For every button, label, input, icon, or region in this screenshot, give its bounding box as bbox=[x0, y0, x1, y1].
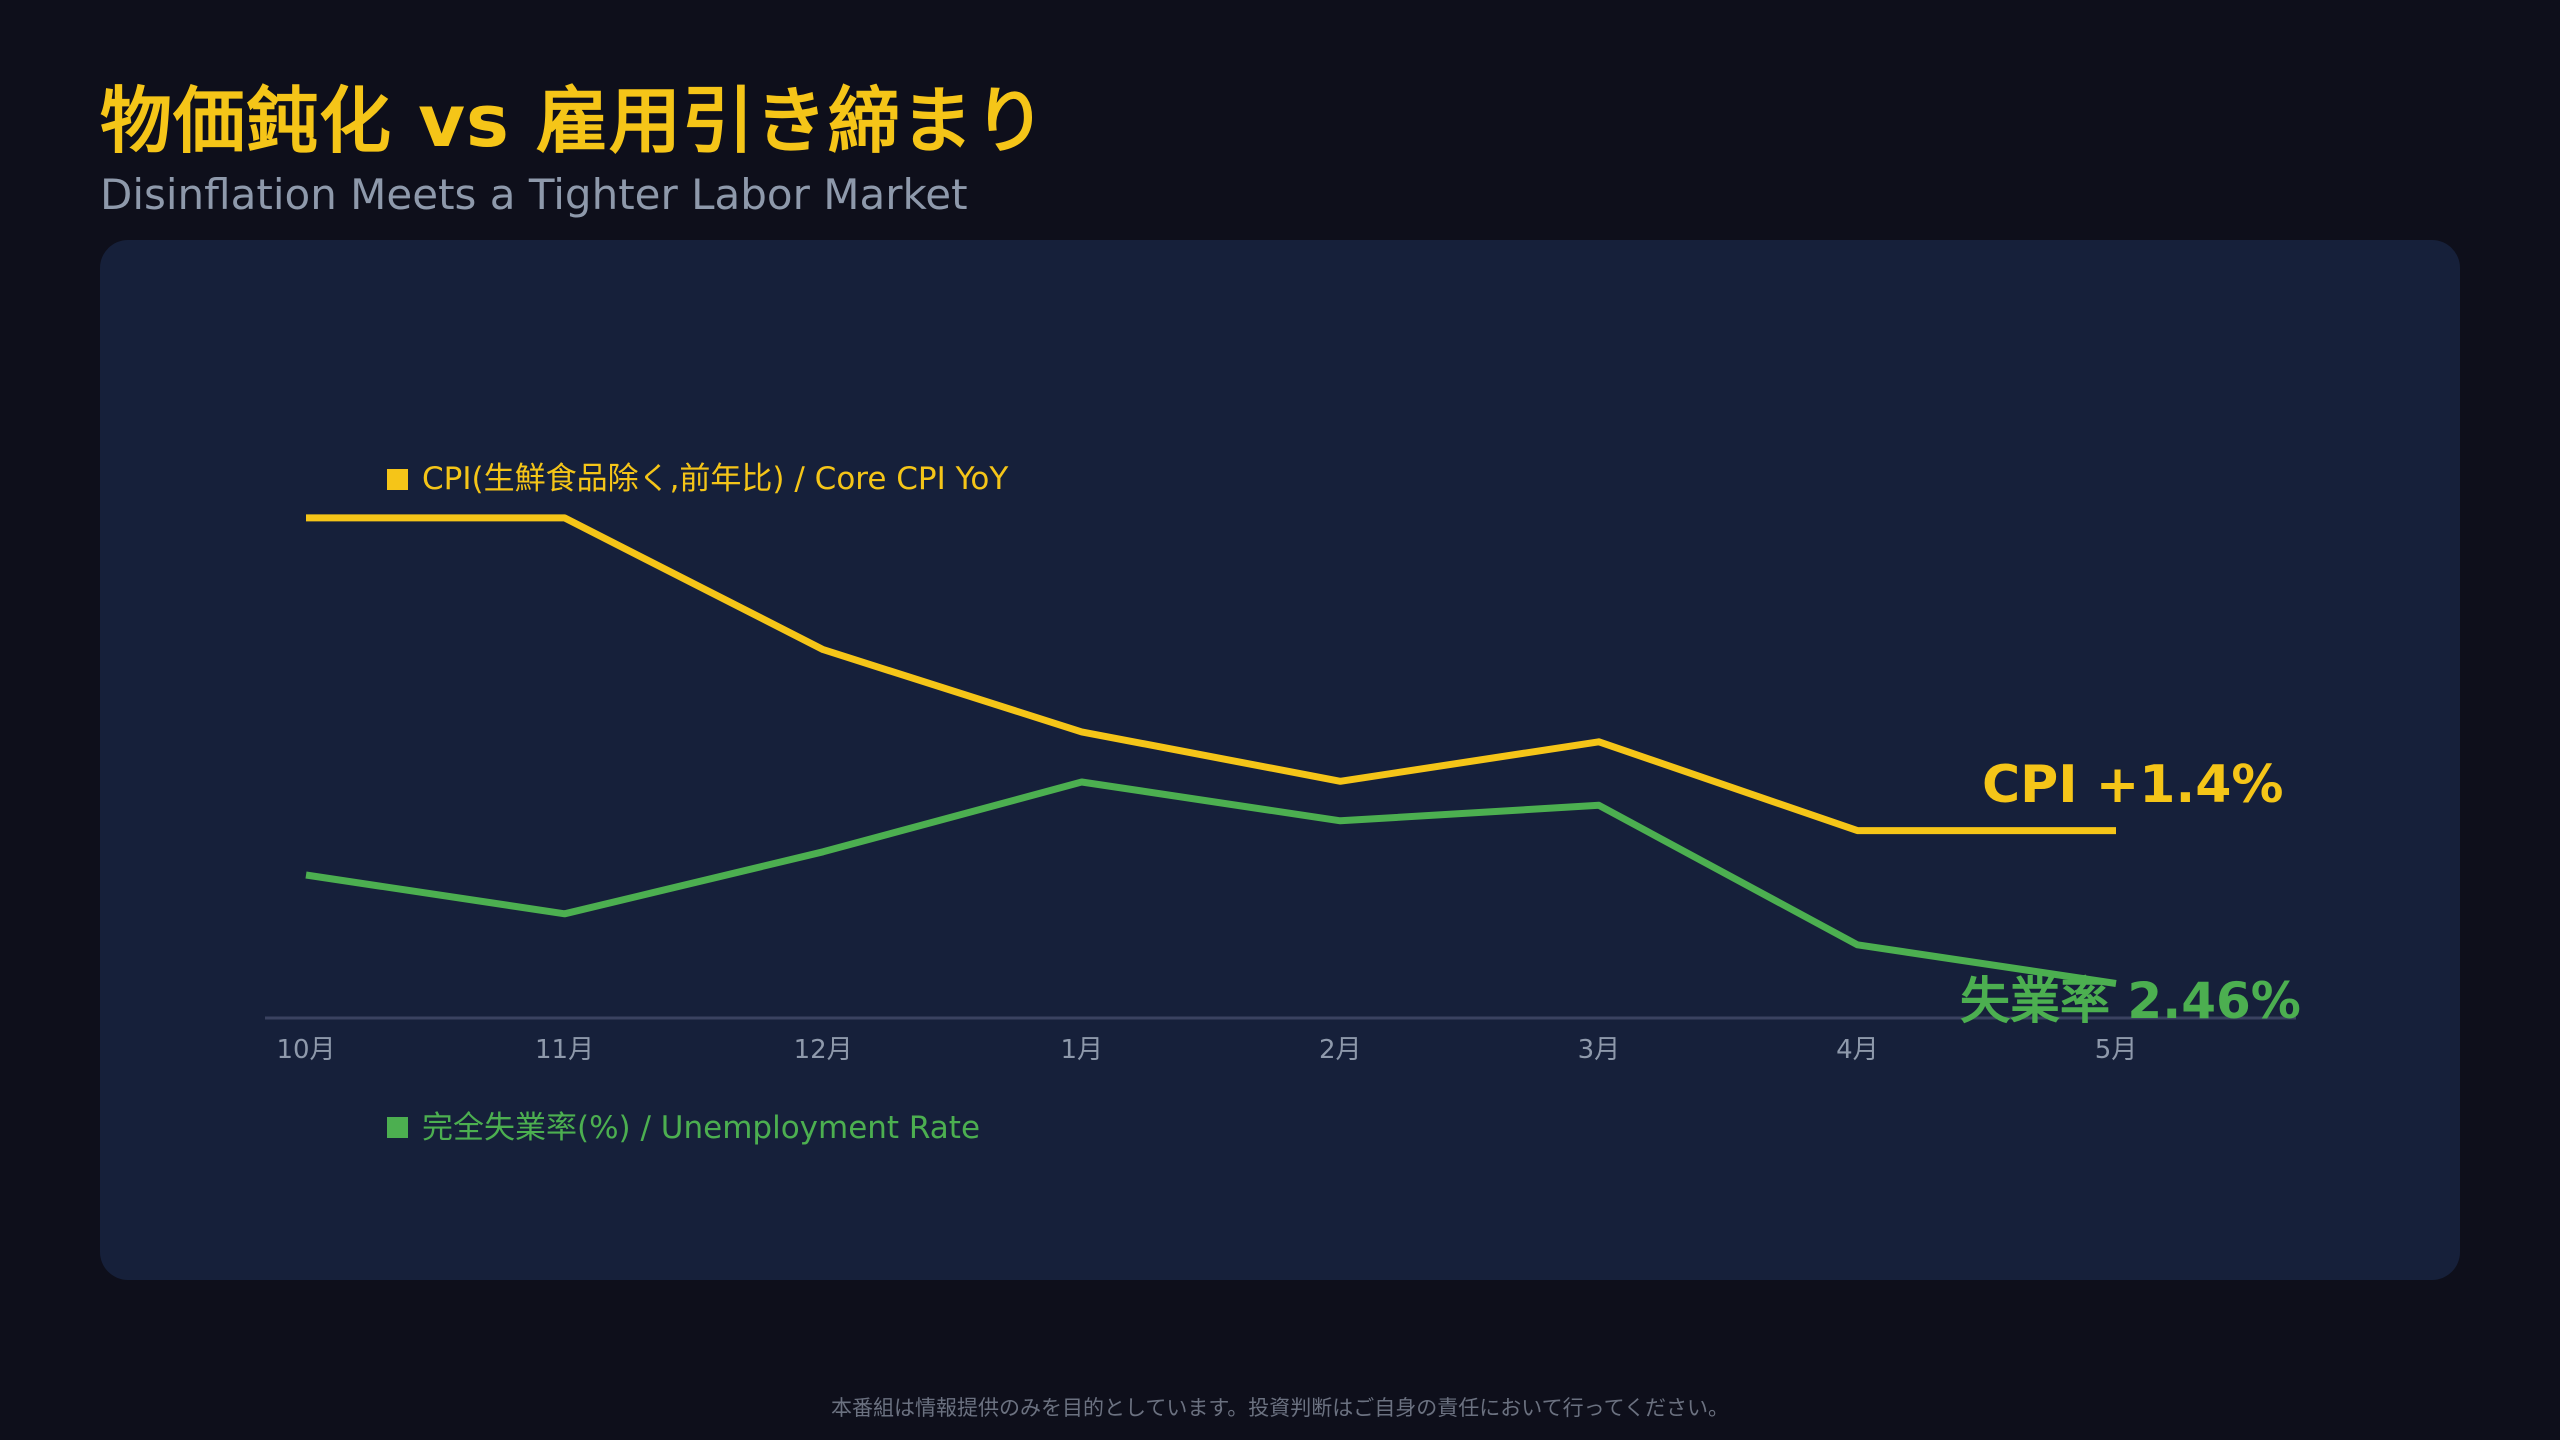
x-tick-label: 2月 bbox=[1319, 1035, 1362, 1065]
x-tick-label: 5月 bbox=[2095, 1035, 2138, 1065]
x-tick-label: 11月 bbox=[535, 1035, 594, 1065]
series-line-cpi bbox=[306, 514, 2116, 835]
end-label-unemployment: 失業率 2.46% bbox=[1960, 972, 2301, 1030]
x-tick-label: 1月 bbox=[1060, 1035, 1103, 1065]
series-line-unemployment bbox=[305, 778, 2117, 987]
x-tick-label: 12月 bbox=[794, 1035, 853, 1065]
legend-swatch-cpi bbox=[387, 469, 408, 490]
legend-label-cpi: CPI(生鮮食品除く,前年比) / Core CPI YoY bbox=[422, 461, 1008, 497]
end-label-cpi: CPI +1.4% bbox=[1982, 755, 2284, 815]
x-tick-label: 4月 bbox=[1836, 1035, 1879, 1065]
chart-panel bbox=[100, 240, 2460, 1280]
legend-label-unemployment: 完全失業率(%) / Unemployment Rate bbox=[422, 1110, 980, 1146]
legend-swatch-unemployment bbox=[387, 1117, 408, 1138]
x-tick-label: 10月 bbox=[276, 1035, 335, 1065]
page-subtitle: Disinflation Meets a Tighter Labor Marke… bbox=[100, 170, 968, 219]
page-title: 物価鈍化 vs 雇用引き締まり bbox=[100, 79, 1047, 163]
disclaimer-text: 本番組は情報提供のみを目的としています。投資判断はご自身の責任において行ってくだ… bbox=[831, 1396, 1729, 1420]
x-tick-label: 3月 bbox=[1578, 1035, 1621, 1065]
x-tick-labels: 10月 11月 12月 1月 2月 3月 4月 5月 bbox=[276, 1035, 2137, 1065]
